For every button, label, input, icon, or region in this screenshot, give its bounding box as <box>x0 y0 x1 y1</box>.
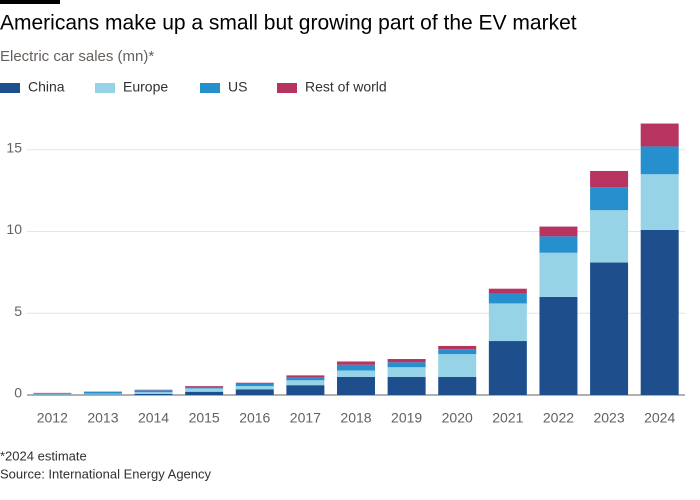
bar-segment <box>235 382 274 384</box>
chart-title: Americans make up a small but growing pa… <box>0 12 577 35</box>
bar-segment <box>286 385 325 395</box>
bar-segment <box>438 377 477 395</box>
bar-segment <box>488 341 527 395</box>
bar-segment <box>640 229 679 395</box>
x-tick-label: 2015 <box>189 410 220 426</box>
bar-segment <box>488 293 527 304</box>
bar-segment <box>83 391 122 394</box>
bar-segment <box>438 354 477 378</box>
bar-segment <box>33 393 72 395</box>
x-tick-label: 2012 <box>37 410 68 426</box>
bar-segment <box>235 389 274 395</box>
x-tick-label: 2023 <box>593 410 624 426</box>
x-tick-label: 2024 <box>644 410 675 426</box>
bar-segment <box>438 349 477 355</box>
bar-segment <box>235 383 274 387</box>
x-tick-label: 2019 <box>391 410 422 426</box>
chart-subtitle: Electric car sales (mn)* <box>0 48 154 65</box>
bar-segment <box>33 393 72 394</box>
bar-segment <box>185 391 224 395</box>
bar-segment <box>337 377 375 395</box>
legend-swatch <box>200 83 220 93</box>
x-tick-label: 2013 <box>87 410 118 426</box>
bar-segment <box>387 367 426 378</box>
bar-segment <box>640 123 679 147</box>
bar-segment <box>185 388 224 392</box>
bar-segment <box>134 390 173 393</box>
bar-segment <box>539 252 578 297</box>
bar-segment <box>539 296 578 395</box>
y-tick-label: 10 <box>6 221 22 237</box>
x-tick-label: 2017 <box>290 410 321 426</box>
bar-segment <box>590 170 629 188</box>
bar-segment <box>286 377 325 381</box>
x-tick-label: 2020 <box>442 410 473 426</box>
legend-swatch <box>277 83 297 93</box>
bar-segment <box>185 386 224 387</box>
bar-segment <box>185 386 224 389</box>
bar-segment <box>134 393 173 395</box>
legend-label: Rest of world <box>305 79 387 95</box>
x-tick-label: 2016 <box>239 410 270 426</box>
x-tick-label: 2014 <box>138 410 169 426</box>
bar-segment <box>488 288 527 294</box>
bar-segment <box>590 210 629 263</box>
y-tick-label: 15 <box>6 139 22 155</box>
bar-segment <box>640 146 679 175</box>
bar-segment <box>590 187 629 211</box>
brand-bar <box>0 0 60 4</box>
bar-segment <box>539 226 578 237</box>
legend-label: Europe <box>123 79 168 95</box>
bar-segment <box>134 392 173 394</box>
bar-segment <box>590 262 629 395</box>
bar-segment <box>387 359 426 363</box>
bar-segment <box>337 364 375 371</box>
legend-swatch <box>0 83 20 93</box>
bar-segment <box>337 361 375 365</box>
bar-segment <box>286 375 325 378</box>
legend-label: US <box>228 79 247 95</box>
source: Source: International Energy Agency <box>0 466 212 481</box>
legend-label: China <box>28 79 65 95</box>
bar-segment <box>387 377 426 395</box>
bar-segment <box>488 303 527 342</box>
legend-swatch <box>95 83 115 93</box>
bar-segment <box>286 380 325 386</box>
bar-segment <box>83 393 122 395</box>
bar-segment <box>235 386 274 390</box>
footnote: *2024 estimate <box>0 448 87 463</box>
bar-segment <box>640 174 679 230</box>
y-tick-label: 0 <box>14 385 22 401</box>
x-tick-label: 2021 <box>492 410 523 426</box>
bar-segment <box>539 236 578 253</box>
bar-segment <box>438 345 477 350</box>
bar-segment <box>387 362 426 368</box>
x-tick-label: 2018 <box>340 410 371 426</box>
bar-segment <box>337 370 375 378</box>
x-tick-label: 2022 <box>543 410 574 426</box>
y-tick-label: 5 <box>14 303 22 319</box>
